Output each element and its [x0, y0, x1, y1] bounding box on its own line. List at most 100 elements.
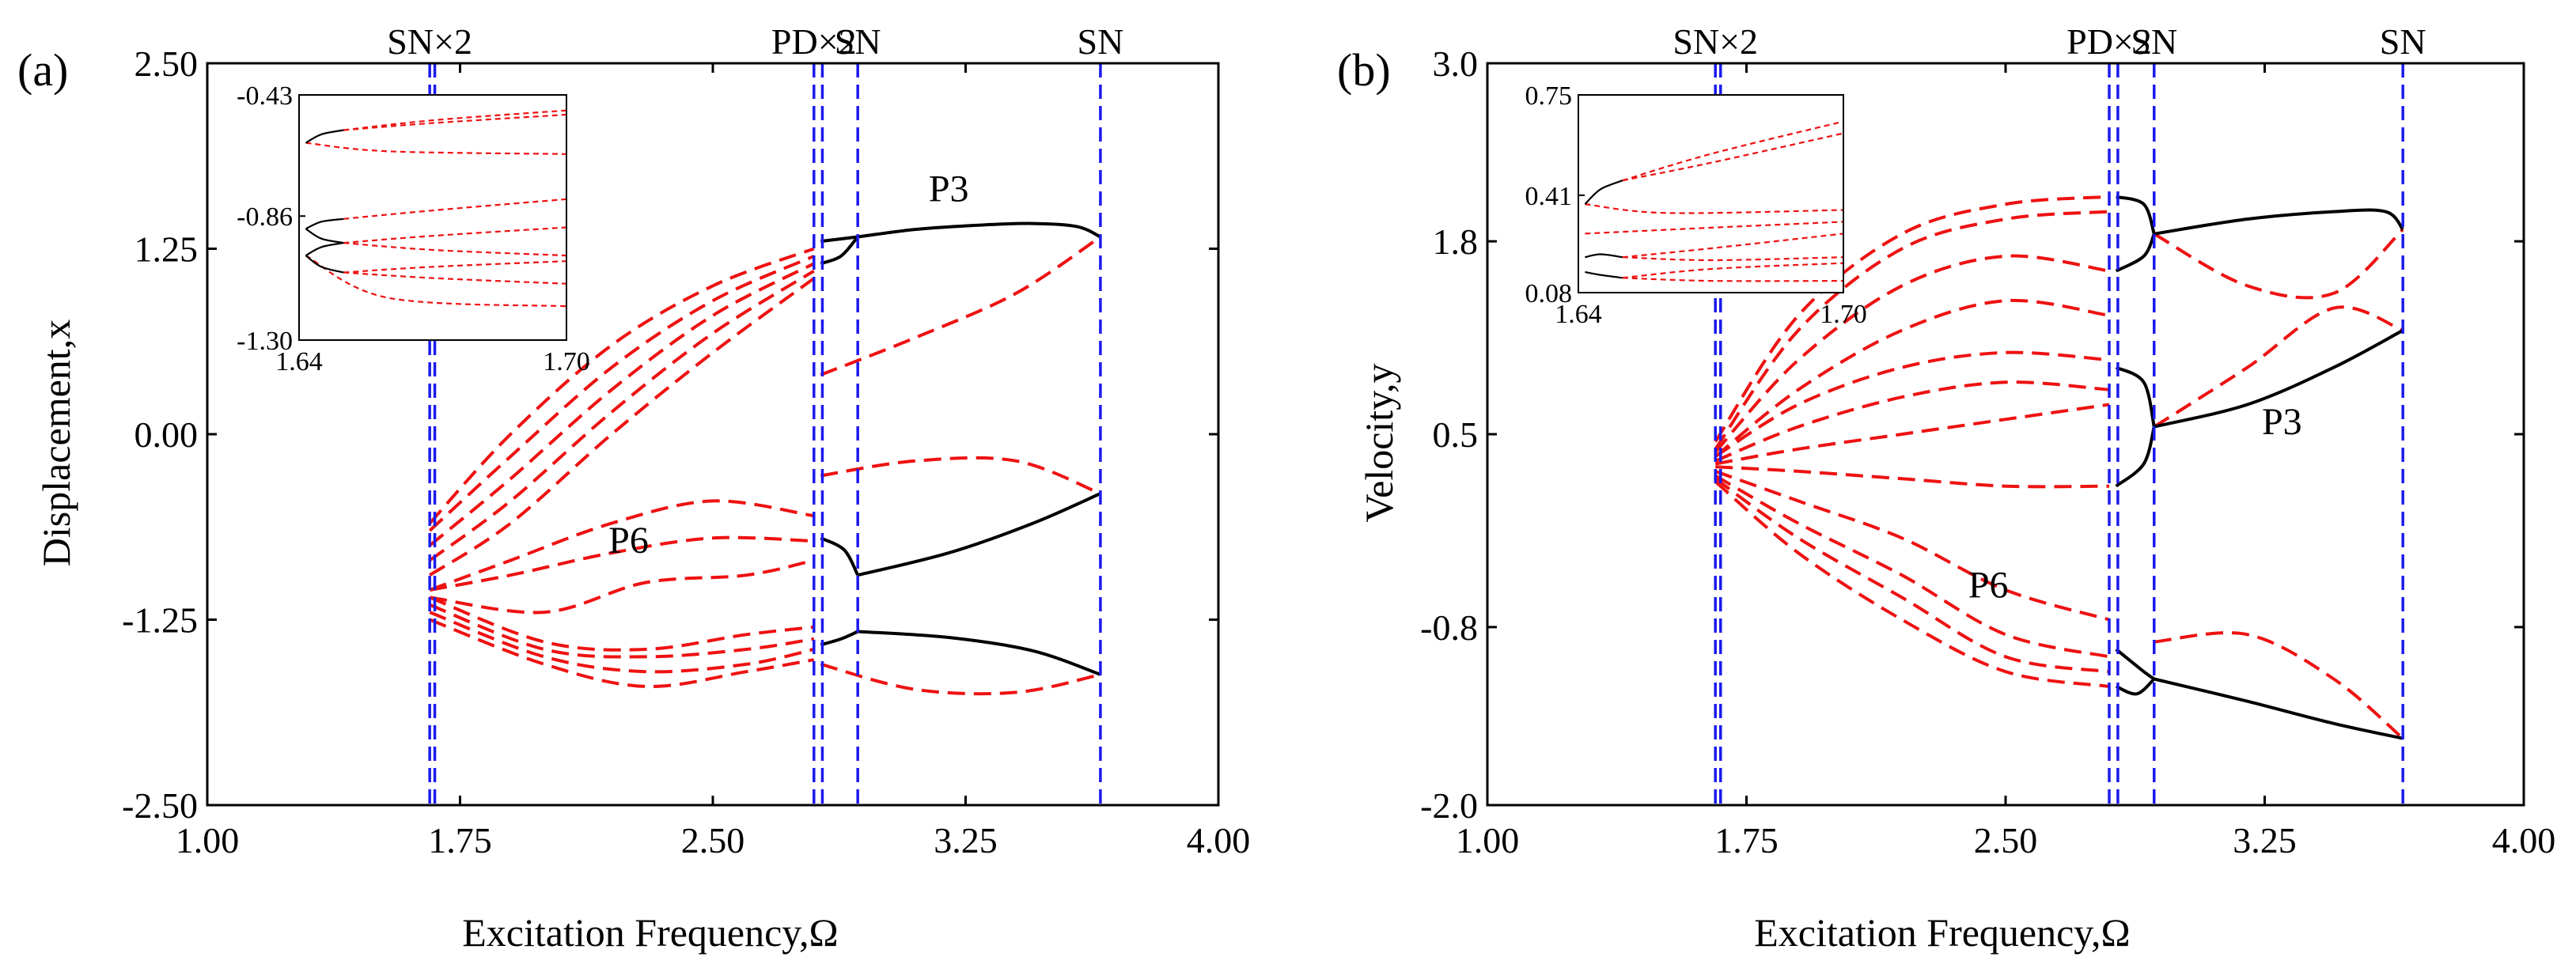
bifurcation-label: PD×2	[771, 21, 857, 62]
inset-x-tick-label: 1.64	[1555, 300, 1602, 329]
stable-branch	[820, 236, 859, 266]
branch-annotation: P3	[2262, 401, 2302, 443]
bifurcation-label: SN	[2131, 21, 2177, 62]
stable-branch	[2116, 195, 2156, 235]
stable-branch	[2115, 233, 2156, 273]
bifurcation-layer: SN×2 PD×2SN SN	[1673, 21, 2426, 805]
stable-branch	[2154, 208, 2404, 236]
x-tick-label: 2.50	[681, 820, 745, 860]
inset-stable-branch	[305, 255, 344, 274]
y-tick-label: 0.00	[134, 414, 199, 455]
inset-unstable-branch	[1585, 221, 1844, 235]
inset-background	[1578, 95, 1843, 293]
panel-label: (b)	[1337, 44, 1391, 96]
series-layer	[428, 221, 1102, 696]
inset-stable-branch	[305, 129, 344, 144]
x-tick-label: 3.25	[934, 820, 998, 860]
x-tick-label: 1.00	[176, 820, 240, 860]
unstable-branch	[429, 558, 815, 615]
annotation-layer: P3 P6	[1968, 401, 2302, 606]
inset-unstable-branch	[1622, 233, 1844, 259]
branch-annotation: P3	[929, 168, 969, 210]
x-axis-label: Excitation Frequency,Ω	[462, 910, 838, 955]
bifurcation-label: SN	[835, 21, 881, 62]
unstable-branch	[1714, 195, 2110, 443]
inset-y-tick-label: 0.08	[1525, 279, 1573, 308]
inset-frame	[1578, 94, 1844, 293]
unstable-branch	[428, 262, 815, 547]
unstable-branch	[1714, 480, 2110, 688]
bifurcation-label: SN	[1077, 21, 1123, 62]
inset-stable-branch	[305, 228, 344, 244]
y-tick-label: -0.8	[1420, 607, 1478, 648]
stable-branch	[820, 630, 859, 647]
inset-unstable-branch	[305, 142, 567, 155]
panel-a: (a) Excitation Frequency,Ω Displacement,…	[17, 21, 1250, 955]
inset-x-tick-label: 1.64	[275, 347, 323, 376]
stable-branch	[2154, 328, 2404, 429]
unstable-branch	[1714, 403, 2110, 466]
unstable-branch	[428, 247, 815, 524]
inset-unstable-branch	[1622, 262, 1844, 279]
x-tick-label: 2.50	[1974, 820, 2038, 860]
unstable-branch	[429, 596, 815, 652]
y-tick-label: 1.8	[1433, 221, 1479, 262]
tick-layer: 1.00 1.75 2.50 3.25 4.00 3.0 1.8 0.5 -0.8 -2.0	[1420, 43, 2555, 860]
plot-frame	[1486, 62, 2525, 807]
y-tick-label: 2.50	[134, 43, 199, 84]
inset-unstable-branch	[343, 113, 567, 131]
unstable-branch	[820, 235, 1102, 376]
unstable-branch	[429, 618, 815, 688]
inset-y-tick-label: -0.43	[237, 81, 293, 111]
stable-branch	[820, 536, 859, 577]
x-axis-label: Excitation Frequency,Ω	[1754, 910, 2130, 955]
unstable-branch	[429, 269, 815, 562]
inset-unstable-branch	[1622, 132, 1844, 182]
series-layer	[1714, 195, 2404, 740]
y-tick-label: -1.25	[122, 600, 198, 641]
y-axis-label: Velocity,y	[1357, 364, 1401, 523]
inset-series-layer	[305, 109, 567, 308]
stable-branch	[2115, 365, 2156, 428]
y-tick-label: -2.50	[122, 785, 198, 826]
unstable-branch	[428, 255, 815, 532]
y-tick-label: 3.0	[1433, 43, 1479, 84]
inset-unstable-branch	[1622, 120, 1844, 182]
annotation-layer: P3 P6	[608, 168, 968, 562]
branch-annotation: P6	[608, 520, 649, 562]
y-tick-label: -2.0	[1420, 785, 1478, 826]
x-tick-label: 4.00	[1187, 820, 1251, 860]
tick-layer: 1.00 1.75 2.50 3.25 4.00 2.50 1.25 0.00 -1.25 -2.…	[122, 43, 1250, 860]
inset-plot: -0.43 -0.86 -1.301.64 1.70	[237, 81, 590, 376]
unstable-branch	[429, 603, 815, 659]
inset-y-tick-label: 0.41	[1525, 182, 1573, 211]
stable-branch	[858, 630, 1101, 676]
stable-branch	[2154, 677, 2404, 740]
x-tick-label: 1.75	[428, 820, 492, 860]
stable-branch	[857, 492, 1101, 577]
unstable-branch	[1714, 350, 2110, 458]
inset-tick-layer: 0.75 0.41 0.081.64 1.70	[1525, 81, 1867, 329]
inset-plot: 0.75 0.41 0.081.64 1.70	[1525, 81, 1867, 329]
unstable-branch	[820, 662, 1101, 696]
inset-series-layer	[1584, 120, 1844, 282]
bifurcation-layer: SN×2 PD×2SN SN	[387, 21, 1123, 805]
inset-stable-branch	[305, 242, 344, 257]
inset-unstable-branch	[343, 271, 567, 285]
bifurcation-label: SN×2	[387, 21, 472, 62]
y-tick-label: 0.5	[1433, 414, 1479, 455]
inset-y-tick-label: 0.75	[1525, 81, 1573, 111]
inset-unstable-branch	[343, 198, 567, 220]
unstable-branch	[2154, 631, 2404, 740]
unstable-branch	[1715, 465, 2110, 489]
inset-y-tick-label: -0.86	[237, 202, 293, 232]
stable-branch	[2115, 426, 2156, 488]
unstable-branch	[2153, 228, 2404, 300]
inset-tick-layer: -0.43 -0.86 -1.301.64 1.70	[237, 81, 590, 376]
unstable-branch	[2153, 305, 2404, 429]
unstable-branch	[820, 456, 1101, 495]
inset-stable-branch	[1584, 180, 1623, 205]
x-tick-label: 1.75	[1714, 820, 1779, 860]
unstable-branch	[1714, 470, 2110, 622]
bifurcation-label: SN×2	[1673, 21, 1758, 62]
